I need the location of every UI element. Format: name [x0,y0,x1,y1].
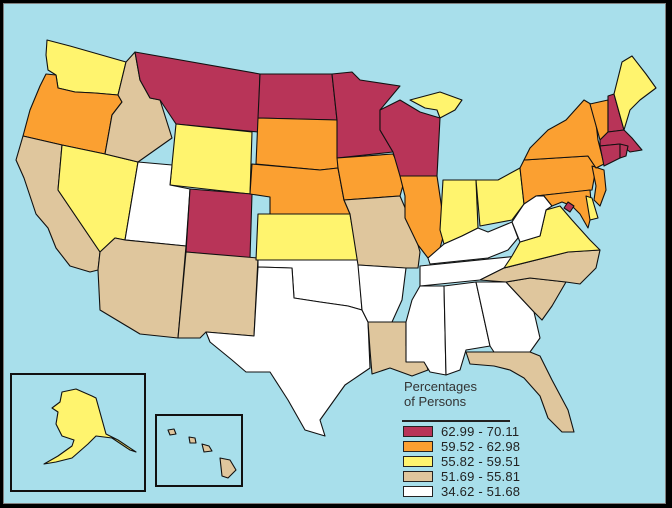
legend-item: 51.69 - 55.81 [403,468,521,484]
legend-label: 59.52 - 62.98 [441,438,521,454]
state-new-jersey[interactable] [591,165,607,207]
state-kansas[interactable] [255,213,359,261]
state-delaware[interactable] [585,195,599,221]
state-wyoming[interactable] [169,123,253,195]
state-missouri[interactable] [343,195,421,269]
state-texas[interactable] [205,266,371,437]
state-hawaii[interactable] [167,428,237,479]
legend-title-line2: of Persons [404,394,467,409]
legend-label: 62.99 - 70.11 [441,423,520,439]
legend-item: 34.62 - 51.68 [403,483,521,499]
legend-title-line1: Percentages [404,379,477,394]
legend-divider [402,420,510,422]
legend-item: 55.82 - 59.51 [403,453,521,469]
legend-item: 62.99 - 70.11 [403,423,520,439]
state-nebraska[interactable] [249,163,351,215]
legend-swatch [403,440,433,452]
hawaii-inset-frame [155,414,243,487]
state-north-dakota[interactable] [257,73,338,121]
state-iowa[interactable] [336,153,406,201]
legend-label: 55.82 - 59.51 [441,453,521,469]
state-new-mexico[interactable] [177,251,259,339]
state-connecticut[interactable] [599,143,621,167]
legend-label: 34.62 - 51.68 [441,483,521,499]
legend-swatch [403,470,433,482]
legend-label: 51.69 - 55.81 [441,468,521,484]
alaska-inset-frame [10,373,146,492]
legend-swatch [403,485,433,497]
state-virginia[interactable] [503,205,601,269]
legend-item: 59.52 - 62.98 [403,438,521,454]
state-florida[interactable] [465,351,575,433]
legend-title: Percentages of Persons [404,379,477,409]
state-mississippi[interactable] [405,285,447,376]
state-alaska[interactable] [43,388,137,465]
state-colorado[interactable] [185,188,253,259]
state-south-dakota[interactable] [255,117,339,171]
state-rhode-island[interactable] [619,143,629,159]
state-arizona[interactable] [97,237,187,339]
state-arkansas[interactable] [357,264,407,323]
state-maine[interactable] [613,55,657,131]
state-new-york[interactable] [523,99,605,169]
legend-swatch [403,455,433,467]
district-of-columbia[interactable] [563,201,575,213]
state-michigan[interactable] [409,91,463,119]
legend-swatch [403,425,433,437]
